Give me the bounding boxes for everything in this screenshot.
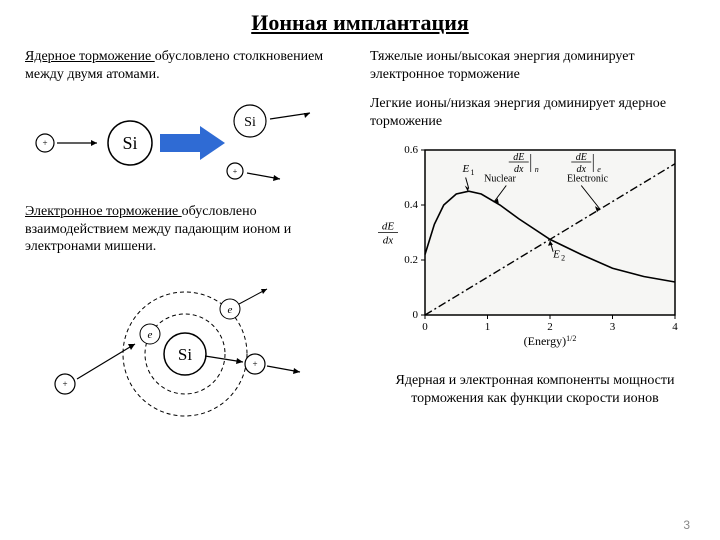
svg-text:E: E [552, 248, 560, 260]
svg-text:e: e [228, 304, 233, 316]
svg-text:1: 1 [485, 321, 491, 333]
svg-text:0.6: 0.6 [404, 144, 418, 156]
svg-text:dE: dE [576, 152, 587, 163]
svg-text:2: 2 [561, 253, 565, 262]
svg-text:0.2: 0.2 [404, 254, 418, 266]
svg-text:(Energy)1/2: (Energy)1/2 [524, 334, 577, 348]
nuclear-stopping-text: Ядерное торможение обусловлено столкнове… [25, 48, 345, 83]
svg-text:Electronic: Electronic [567, 174, 609, 185]
electronic-interaction-diagram: Si e e + + [25, 264, 345, 424]
left-column: Ядерное торможение обусловлено столкнове… [25, 48, 345, 436]
svg-text:3: 3 [610, 321, 616, 333]
svg-text:+: + [62, 379, 67, 389]
stopping-power-chart: 00.20.40.601234dEdx(Energy)1/2E1dEdxndEd… [370, 138, 700, 368]
svg-text:dE: dE [513, 152, 524, 163]
svg-text:0: 0 [413, 309, 419, 321]
svg-text:Nuclear: Nuclear [484, 174, 516, 185]
si-label-2: Si [244, 115, 256, 130]
nuclear-term: Ядерное торможение [25, 49, 155, 64]
electronic-stopping-text: Электронное торможение обусловлено взаим… [25, 203, 345, 256]
svg-text:dE: dE [382, 221, 395, 233]
page-number: 3 [683, 518, 690, 532]
si-label-1: Si [122, 133, 137, 153]
chart-caption: Ядерная и электронная компоненты мощност… [370, 372, 700, 407]
nuclear-collision-diagram: + Si Si + [25, 91, 345, 191]
svg-text:E: E [462, 163, 470, 175]
heavy-ions-text: Тяжелые ионы/высокая энергия доминирует … [370, 48, 700, 83]
svg-text:1: 1 [471, 168, 475, 177]
svg-text:4: 4 [672, 321, 678, 333]
page-title: Ионная имплантация [25, 10, 695, 36]
ion-plus: + [42, 138, 47, 148]
right-column: Тяжелые ионы/высокая энергия доминирует … [370, 48, 700, 436]
svg-text:n: n [535, 165, 539, 174]
svg-text:0: 0 [422, 321, 428, 333]
svg-text:dx: dx [383, 235, 394, 247]
svg-text:+: + [233, 167, 238, 176]
svg-text:+: + [252, 359, 257, 369]
svg-text:e: e [148, 329, 153, 341]
svg-text:Si: Si [178, 345, 192, 364]
svg-text:2: 2 [547, 321, 553, 333]
electronic-term: Электронное торможение [25, 204, 182, 219]
svg-text:0.4: 0.4 [404, 199, 418, 211]
light-ions-text: Легкие ионы/низкая энергия доминирует яд… [370, 95, 700, 130]
